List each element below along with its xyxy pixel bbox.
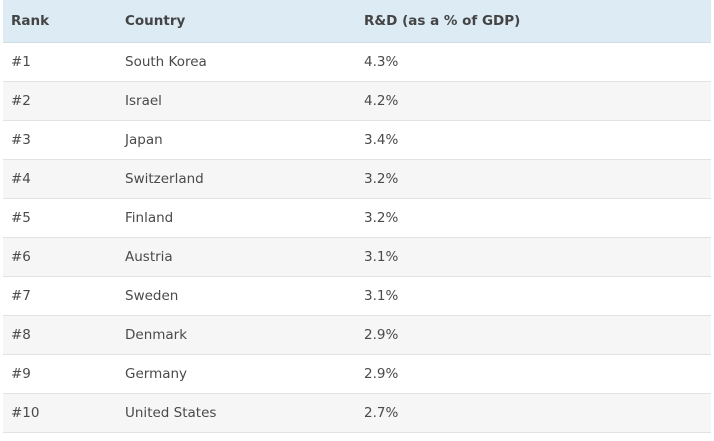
table-cell: 3.1% [356,276,711,316]
table-cell: #6 [3,237,117,277]
table-cell: Austria [117,237,356,277]
table-cell: 2.9% [356,354,711,394]
table-cell: 3.2% [356,159,711,199]
table-cell: Switzerland [117,159,356,199]
table-row: #3 Japan 3.4% [3,120,711,160]
table-cell: South Korea [117,42,356,82]
table-cell: 4.2% [356,81,711,121]
table-row: #10 United States 2.7% [3,393,711,433]
table-cell: 2.7% [356,393,711,433]
table-cell: 4.3% [356,42,711,82]
table-row: #5 Finland 3.2% [3,198,711,238]
column-header: Country [117,0,356,43]
table-cell: Germany [117,354,356,394]
column-header: R&D (as a % of GDP) [356,0,711,43]
column-header: Rank [3,0,117,43]
table-cell: #8 [3,315,117,355]
table-cell: 3.2% [356,198,711,238]
table-cell: #10 [3,393,117,433]
table-cell: #5 [3,198,117,238]
table-row: #8 Denmark 2.9% [3,315,711,355]
table-cell: Finland [117,198,356,238]
table-cell: #4 [3,159,117,199]
table-cell: 2.9% [356,315,711,355]
table-cell: #3 [3,120,117,160]
table-cell: United States [117,393,356,433]
table-row: #9 Germany 2.9% [3,354,711,394]
table-row: #4 Switzerland 3.2% [3,159,711,199]
table-row: #6 Austria 3.1% [3,237,711,277]
ranking-table: Rank Country R&D (as a % of GDP) #1 South K… [3,0,711,433]
table-cell: Sweden [117,276,356,316]
table-row: #1 South Korea 4.3% [3,42,711,82]
table-cell: #7 [3,276,117,316]
table-row: #2 Israel 4.2% [3,81,711,121]
table-cell: Denmark [117,315,356,355]
table-body: #1 South Korea 4.3% #2 Israel 4.2% #3 Japan 3.4%… [3,42,711,433]
header-row: Rank Country R&D (as a % of GDP) [3,0,711,43]
table-cell: 3.1% [356,237,711,277]
table-cell: #1 [3,42,117,82]
table-cell: 3.4% [356,120,711,160]
table-row: #7 Sweden 3.1% [3,276,711,316]
table-cell: Israel [117,81,356,121]
table-cell: Japan [117,120,356,160]
table-cell: #2 [3,81,117,121]
table-cell: #9 [3,354,117,394]
